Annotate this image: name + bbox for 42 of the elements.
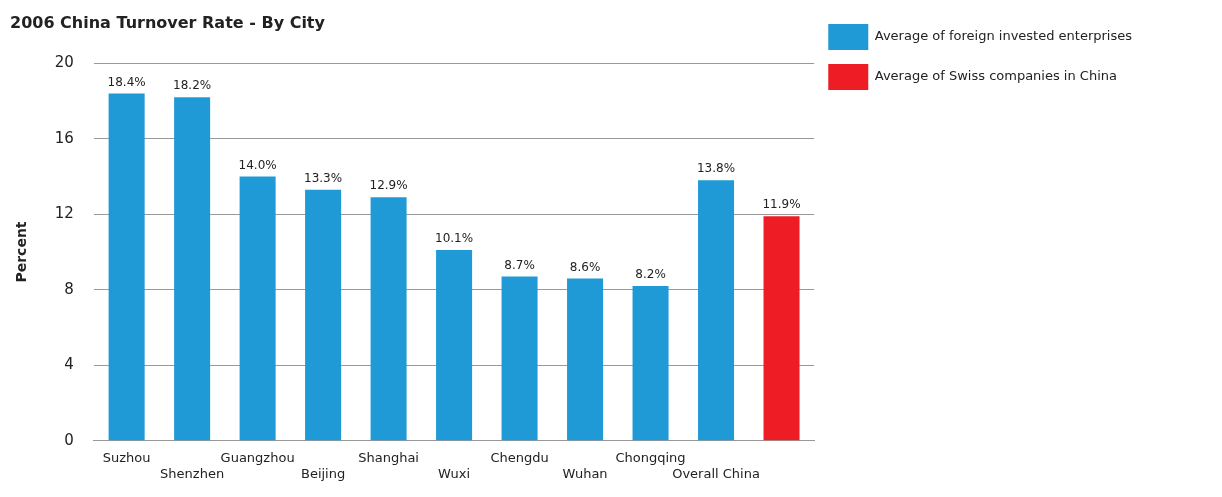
data-label: 12.9% [369,178,408,193]
x-tick-label: Chengdu [490,449,549,465]
bar [174,97,211,441]
legend-label: Average of Swiss companies in China [874,68,1117,84]
chart-title: 2006 China Turnover Rate - By City [10,12,326,32]
y-tick-label: 20 [54,53,74,72]
y-tick-label: 0 [64,430,74,449]
y-axis-title: Percent [13,221,30,283]
data-label: 14.0% [238,157,277,172]
data-label: 13.8% [696,161,736,176]
x-tick-label: Shenzhen [160,465,225,481]
data-label: 18.4% [107,74,146,89]
bar [436,250,473,441]
data-label: 8.7% [504,257,535,272]
y-tick-label: 16 [54,128,74,147]
bar [763,216,800,441]
bar [108,93,145,441]
data-label: 10.1% [435,231,474,246]
bar [239,176,276,441]
y-tick-label: 4 [64,355,74,374]
data-label: 11.9% [762,197,801,212]
x-tick-label: Overall China [672,465,760,481]
x-tick-label: Wuhan [562,465,608,481]
bar [305,189,342,441]
x-tick-label: Beijing [300,465,346,481]
legend-label: Average of foreign invested enterprises [874,28,1133,44]
bar [501,276,538,441]
x-tick-label: Guangzhou [220,449,295,465]
data-label: 8.2% [635,267,666,282]
x-tick-label: Wuxi [438,465,471,481]
x-tick-label: Shanghai [358,449,419,465]
bar [567,278,604,441]
y-tick-label: 8 [64,279,74,298]
data-label: 13.3% [304,170,343,185]
data-label: 8.6% [569,259,601,274]
x-tick-label: Suzhou [102,449,151,465]
data-label: 18.2% [173,78,212,93]
bar [370,197,407,441]
bar [632,285,669,441]
x-tick-label: Chongqing [615,449,686,465]
bar [698,180,735,441]
y-tick-label: 12 [54,204,74,223]
